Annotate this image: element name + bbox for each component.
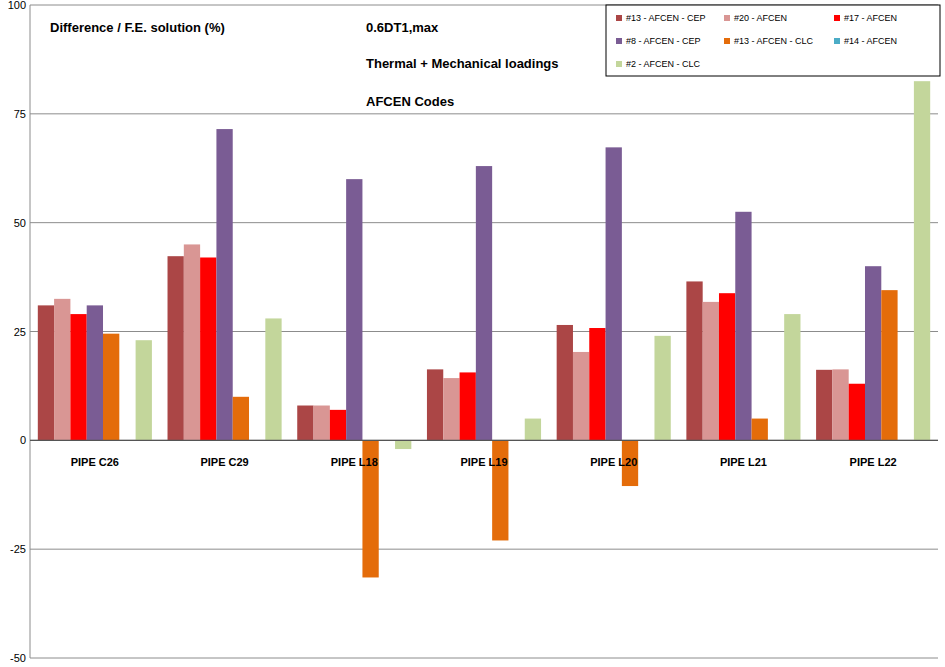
bar — [346, 179, 362, 440]
annotation: 0.6DT1,max — [366, 20, 439, 35]
legend-swatch — [616, 38, 622, 44]
bar — [573, 352, 589, 440]
grid-line — [30, 549, 938, 550]
bar — [54, 299, 70, 440]
bar — [460, 372, 476, 440]
bar — [184, 244, 200, 440]
legend-label: #20 - AFCEN — [734, 13, 787, 23]
legend-swatch — [724, 38, 730, 44]
bar — [443, 378, 459, 440]
bar — [525, 419, 541, 441]
bar — [297, 406, 313, 441]
bar — [735, 212, 751, 441]
bar — [849, 384, 865, 441]
bar — [200, 257, 216, 440]
tick-label: 25 — [14, 326, 26, 338]
tick-label: 75 — [14, 108, 26, 120]
bar — [70, 314, 86, 440]
category-label: PIPE L19 — [460, 456, 507, 468]
bar — [103, 334, 119, 441]
annotation: Thermal + Mechanical loadings — [366, 56, 559, 71]
tick-label: 50 — [14, 217, 26, 229]
legend-swatch — [616, 61, 622, 67]
bar — [87, 305, 103, 440]
tick-label: -25 — [10, 543, 26, 555]
grid-line — [30, 113, 938, 114]
chart: -50 -25 0 25 50 75 100 PIPE C26 PIPE C29 PIPE L18… — [0, 0, 945, 667]
bar — [476, 166, 492, 440]
tick-label: -50 — [10, 652, 26, 664]
bar — [686, 281, 702, 440]
y-axis — [30, 5, 31, 658]
legend-box — [606, 5, 940, 76]
category-label: PIPE L21 — [720, 456, 767, 468]
bar — [168, 256, 184, 440]
bar — [395, 440, 411, 449]
bar — [832, 369, 848, 440]
bar — [330, 410, 346, 440]
bar — [38, 305, 54, 440]
legend-label: #13 - AFCEN - CEP — [626, 13, 706, 23]
category-label: PIPE L22 — [850, 456, 897, 468]
legend-swatch — [724, 15, 730, 21]
legend-label: #8 - AFCEN - CEP — [626, 36, 701, 46]
bar — [216, 129, 232, 440]
bar — [719, 293, 735, 440]
category-label: PIPE L18 — [331, 456, 378, 468]
annotation: AFCEN Codes — [366, 94, 454, 109]
bar — [703, 302, 719, 440]
legend-label: #17 - AFCEN — [844, 13, 897, 23]
legend-swatch — [834, 15, 840, 21]
bar — [752, 419, 768, 441]
legend-swatch — [616, 15, 622, 21]
bar — [865, 266, 881, 440]
bar — [654, 336, 670, 440]
category-label: PIPE C26 — [71, 456, 119, 468]
bar — [136, 340, 152, 440]
grid-line — [30, 658, 938, 659]
bar — [427, 369, 443, 440]
bars — [38, 81, 930, 577]
bar — [881, 290, 897, 440]
title: Difference / F.E. solution (%) — [50, 20, 225, 35]
x-axis — [30, 440, 938, 441]
category-label: PIPE L20 — [590, 456, 637, 468]
bar — [557, 325, 573, 440]
bar — [314, 406, 330, 441]
legend-label: #13 - AFCEN - CLC — [734, 36, 814, 46]
bar — [606, 147, 622, 440]
bar — [816, 370, 832, 441]
legend: #13 - AFCEN - CEP #20 - AFCEN #17 - AFCEN #… — [606, 5, 940, 76]
grid-line — [30, 440, 938, 441]
legend-label: #2 - AFCEN - CLC — [626, 59, 701, 69]
bar — [784, 314, 800, 440]
tick-label: 0 — [20, 434, 26, 446]
category-label: PIPE C29 — [200, 456, 248, 468]
bar — [914, 81, 930, 440]
bar — [233, 397, 249, 441]
tick-label: 100 — [8, 0, 26, 11]
bar — [589, 328, 605, 440]
legend-label: #14 - AFCEN — [844, 36, 897, 46]
legend-swatch — [834, 38, 840, 44]
bar — [265, 318, 281, 440]
